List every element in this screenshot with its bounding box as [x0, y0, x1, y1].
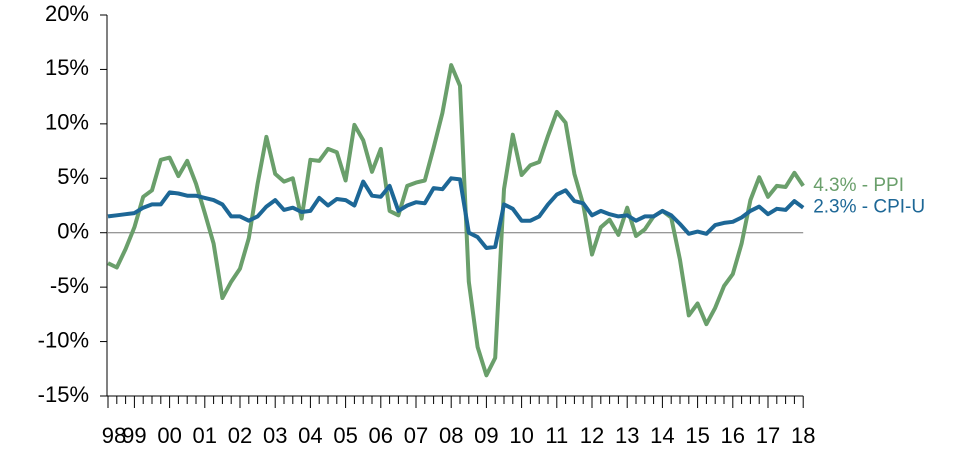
x-tick-label: 12 — [580, 423, 604, 448]
series-line — [107, 63, 805, 378]
x-tick-label: 03 — [263, 423, 287, 448]
x-tick-label: 98 — [102, 423, 126, 448]
y-tick-label: 20% — [45, 1, 89, 26]
series-line — [107, 176, 805, 250]
series-label: 4.3% - PPI — [813, 175, 904, 196]
x-tick-label: 15 — [685, 423, 709, 448]
x-tick-label: 02 — [228, 423, 252, 448]
x-tick-label: 09 — [474, 423, 498, 448]
x-tick-label: 13 — [615, 423, 639, 448]
x-tick-label: 08 — [439, 423, 463, 448]
y-tick-label: 10% — [45, 110, 89, 135]
x-tick-label: 04 — [298, 423, 322, 448]
x-tick-label: 18 — [791, 423, 815, 448]
x-tick-label: 05 — [333, 423, 357, 448]
x-tick-label: 10 — [509, 423, 533, 448]
x-tick-label: 99 — [122, 423, 146, 448]
y-tick-label: 15% — [45, 55, 89, 80]
y-tick-label: 5% — [57, 164, 89, 189]
x-tick-label: 07 — [404, 423, 428, 448]
x-tick-label: 06 — [369, 423, 393, 448]
y-tick-label: -10% — [38, 327, 89, 352]
x-tick-label: 16 — [721, 423, 745, 448]
y-tick-label: -5% — [50, 273, 89, 298]
x-tick-label: 01 — [193, 423, 217, 448]
x-tick-label: 00 — [157, 423, 181, 448]
x-tick-label: 14 — [650, 423, 674, 448]
x-tick-label: 17 — [756, 423, 780, 448]
x-tick-label: 11 — [545, 423, 568, 448]
series-label: 2.3% - CPI-U — [813, 197, 925, 218]
y-tick-label: -15% — [38, 382, 89, 407]
y-tick-label: 0% — [57, 219, 89, 244]
